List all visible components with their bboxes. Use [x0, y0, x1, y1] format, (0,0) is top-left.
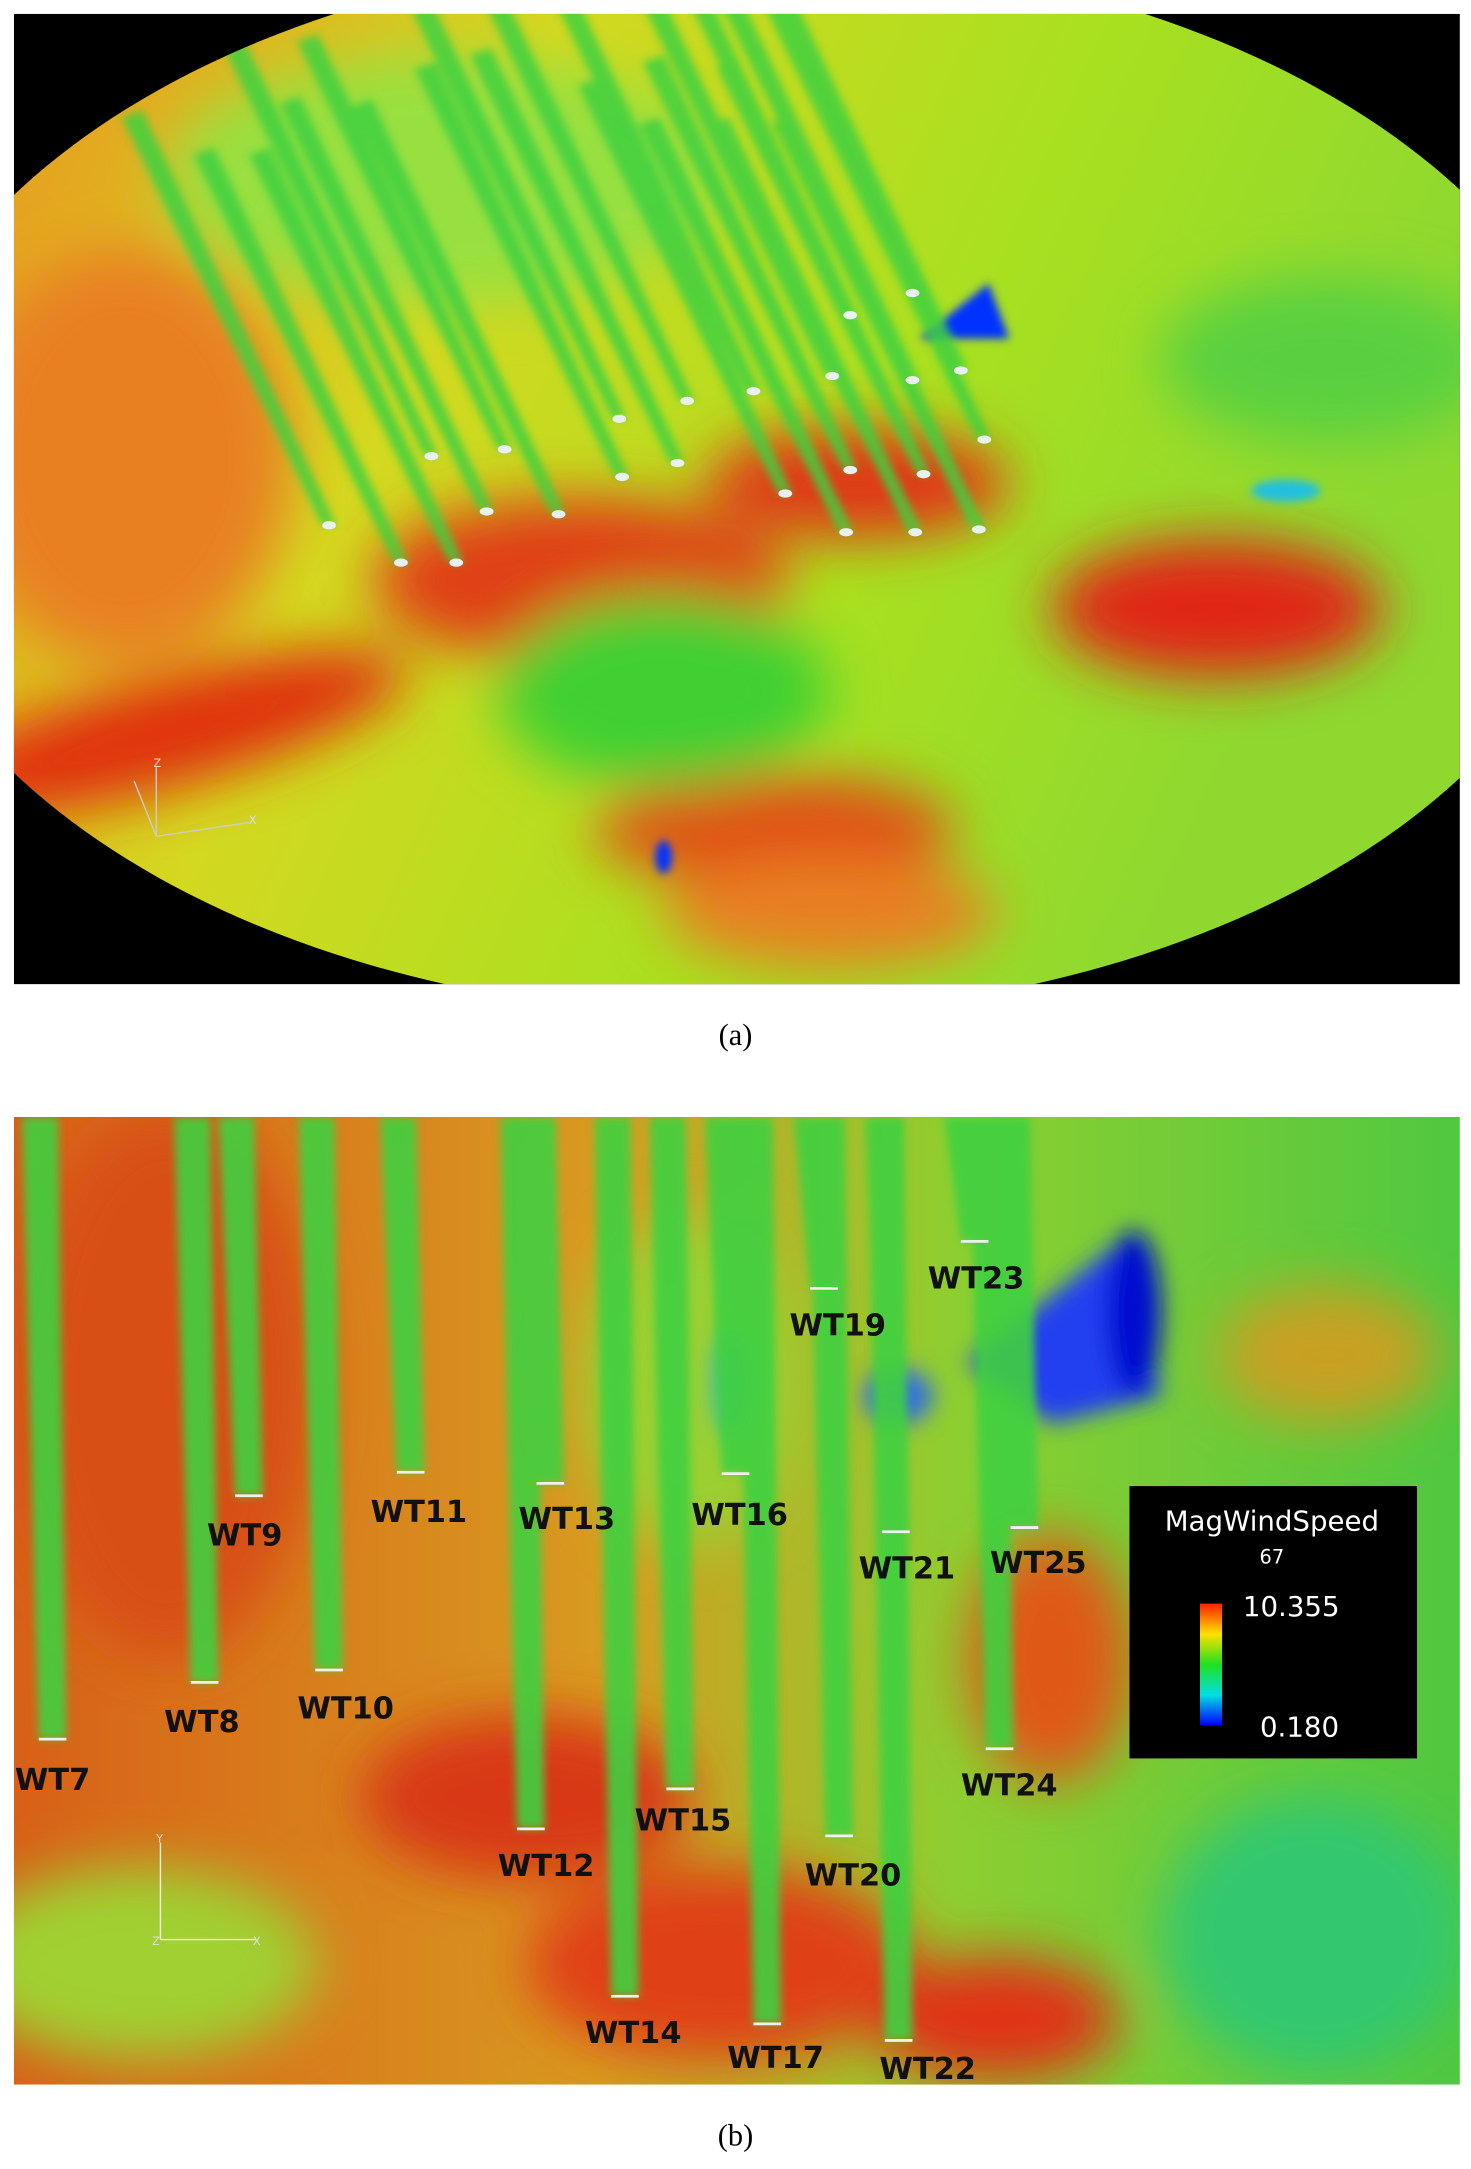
wake: [642, 13, 858, 316]
axis-triad: [159, 1842, 256, 1941]
turbine: [449, 558, 464, 567]
wake: [642, 55, 858, 471]
wake: [479, 13, 695, 401]
turbine-label: WT15: [635, 1803, 732, 1838]
legend: MagWindSpeed 67 10.355 0.180: [1129, 1486, 1418, 1759]
turbine: [971, 525, 986, 534]
turbine-label: WT20: [805, 1859, 902, 1894]
turbine-label: WT12: [498, 1849, 595, 1884]
wake: [193, 147, 408, 563]
turbine-label: WT25: [990, 1546, 1087, 1581]
panel-a: Z X: [13, 13, 1460, 985]
axis-triad: [133, 767, 249, 838]
wake: [412, 13, 627, 419]
turbine: [839, 528, 854, 537]
wake: [22, 1116, 67, 1740]
turbine-label: WT8: [164, 1705, 239, 1740]
legend-min: 0.180: [1260, 1710, 1339, 1743]
turbine: [953, 366, 968, 375]
wake: [649, 1116, 695, 1789]
turbine: [394, 558, 408, 567]
wake: [380, 1116, 425, 1473]
wake: [414, 62, 630, 477]
turbine: [497, 445, 512, 454]
turbine: [843, 465, 858, 475]
caption: (b): [718, 2118, 753, 2152]
wake: [546, 13, 761, 392]
wake: [279, 96, 494, 512]
caption: (a): [719, 1018, 753, 1052]
turbine-label: WT14: [585, 2016, 682, 2051]
wake: [297, 34, 512, 450]
turbine: [615, 472, 630, 482]
turbine-label: WT7: [15, 1763, 90, 1798]
turbine: [670, 458, 685, 468]
turbine: [322, 521, 336, 530]
axis-label: X: [249, 814, 257, 827]
wake: [351, 99, 566, 515]
turbine-label: WT9: [207, 1519, 282, 1554]
turbine-label: WT16: [691, 1498, 788, 1533]
wake: [577, 78, 793, 494]
turbine-label: WT13: [519, 1502, 616, 1537]
legend-subtitle: 67: [1260, 1546, 1285, 1569]
legend-title: MagWindSpeed: [1165, 1504, 1379, 1537]
wake: [298, 1116, 343, 1670]
turbine: [746, 387, 761, 396]
turbine: [905, 288, 920, 298]
turbine-label: WT23: [928, 1261, 1025, 1296]
wake: [868, 1116, 913, 2041]
turbine-label: WT19: [790, 1308, 887, 1343]
wind-field: [13, 13, 1460, 985]
turbine-label: WT24: [961, 1769, 1058, 1804]
wake: [808, 1116, 854, 1836]
wake: [224, 41, 439, 457]
wake: [470, 48, 685, 464]
turbine: [977, 435, 992, 444]
legend-box: [1129, 1486, 1418, 1759]
wake: [121, 110, 336, 526]
turbine: [424, 452, 439, 461]
turbine: [479, 507, 494, 516]
turbine: [825, 371, 840, 381]
turbine: [908, 528, 923, 537]
wake: [638, 117, 854, 533]
turbine: [612, 414, 627, 424]
wake: [705, 1116, 750, 1474]
turbine: [905, 376, 920, 385]
wake: [174, 1116, 219, 1683]
color-bar: [1199, 1603, 1223, 1726]
turbine: [843, 311, 858, 320]
axis-label: X: [253, 1935, 261, 1948]
turbine: [916, 470, 931, 479]
wake: [519, 1116, 565, 1484]
turbine-label: WT22: [879, 2052, 976, 2087]
wake: [736, 1116, 782, 2024]
wake: [705, 13, 920, 381]
turbine: [551, 510, 566, 519]
turbine-label: WT11: [371, 1495, 468, 1530]
wake: [994, 1116, 1039, 1528]
wake: [218, 1116, 263, 1496]
legend-max: 10.355: [1243, 1590, 1340, 1623]
axis-label: Y: [155, 1833, 163, 1846]
panel-b: Y Z X WT7 WT8 WT9 WT10 WT11 WT12 WT13 WT14 WT15 W…: [13, 1116, 1460, 2087]
wake: [248, 147, 464, 563]
turbine-label: WT17: [727, 2041, 824, 2076]
wake: [594, 1116, 639, 1997]
turbine: [680, 396, 695, 406]
wake: [624, 13, 840, 377]
axis-label: Z: [154, 757, 162, 770]
turbine: [778, 489, 793, 498]
turbine-label: WT21: [859, 1552, 956, 1587]
turbine-label: WT10: [297, 1691, 394, 1726]
axis-label: Z: [152, 1935, 160, 1948]
wake: [753, 13, 968, 371]
